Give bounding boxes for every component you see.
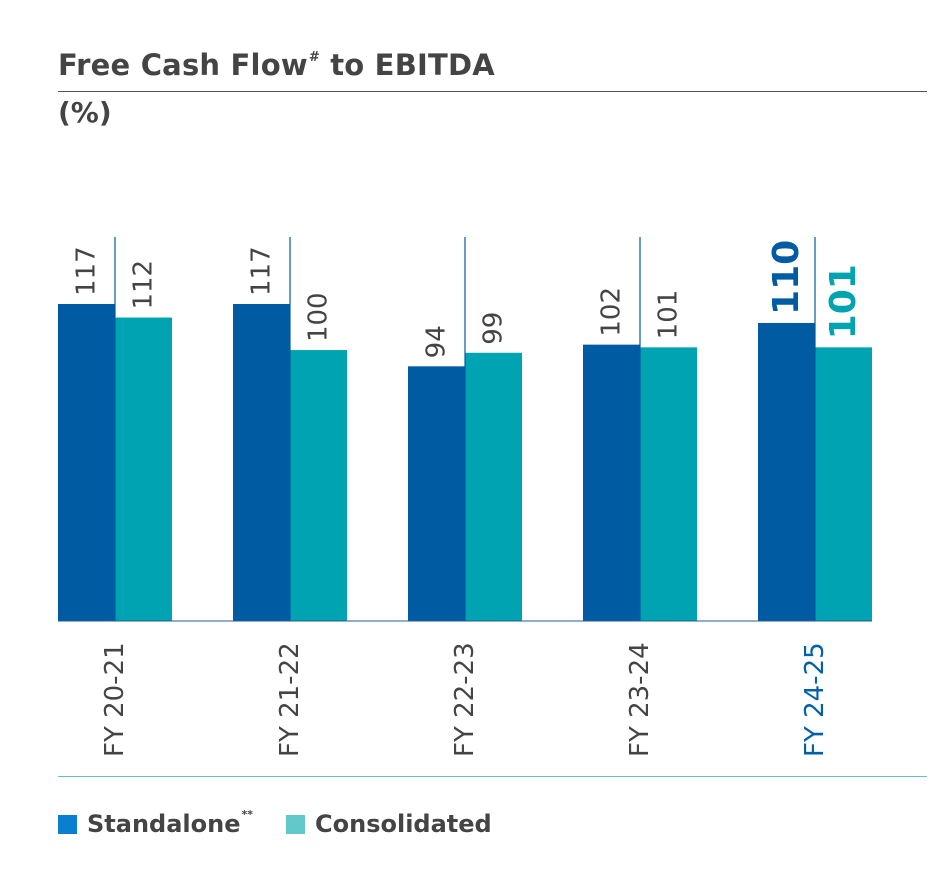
bar-standalone-0 (58, 304, 115, 621)
legend-swatch-consolidated (286, 814, 305, 834)
category-label-0: FY 20-21 (100, 642, 130, 757)
category-label-1: FY 21-22 (275, 642, 305, 757)
chart-title-main: Free Cash Flow (58, 48, 308, 82)
value-label-consolidated-4: 101 (823, 264, 864, 339)
legend-item-standalone: Standalone** (58, 808, 254, 838)
axis-divider (58, 776, 927, 777)
value-label-consolidated-0: 112 (129, 260, 159, 310)
bar-consolidated-1 (290, 350, 347, 621)
value-label-consolidated-2: 99 (479, 312, 509, 345)
bar-standalone-2 (408, 366, 465, 621)
value-label-standalone-2: 94 (422, 325, 452, 358)
category-label-2: FY 22-23 (450, 642, 480, 757)
value-label-standalone-0: 117 (72, 246, 102, 296)
chart-title: Free Cash Flow# to EBITDA (58, 48, 495, 82)
category-label-3: FY 23-24 (625, 642, 655, 757)
bar-standalone-4 (758, 322, 815, 621)
bar-consolidated-4 (815, 347, 872, 621)
unit-label: (%) (58, 96, 112, 129)
legend-item-consolidated: Consolidated (286, 810, 492, 838)
bar-standalone-1 (233, 304, 290, 621)
bar-standalone-3 (583, 344, 640, 621)
legend-swatch-standalone (58, 814, 77, 834)
chart-title-mark: # (308, 50, 320, 65)
legend-label-consolidated: Consolidated (315, 810, 492, 838)
value-label-standalone-1: 117 (247, 246, 277, 296)
value-label-consolidated-1: 100 (304, 292, 334, 342)
bar-consolidated-2 (465, 352, 522, 621)
category-label-4: FY 24-25 (800, 642, 830, 757)
legend-label-standalone: Standalone** (87, 808, 254, 838)
bar-consolidated-0 (115, 317, 172, 621)
chart-title-tail: to EBITDA (330, 48, 495, 82)
value-label-standalone-3: 102 (597, 287, 627, 337)
bar-consolidated-3 (640, 347, 697, 621)
title-divider (58, 91, 927, 92)
value-label-consolidated-3: 101 (654, 290, 684, 340)
value-label-standalone-4: 110 (766, 240, 807, 315)
